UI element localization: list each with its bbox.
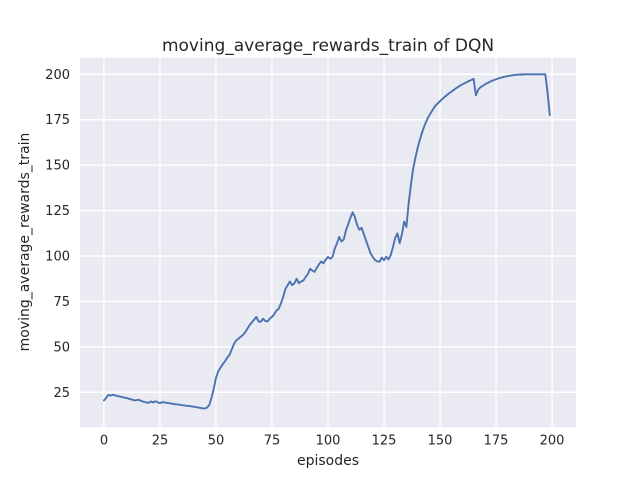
x-tick-label: 200 [540, 434, 565, 449]
reward-line [103, 73, 551, 410]
y-tick-label: 100 [45, 250, 70, 265]
x-tick-label: 150 [428, 434, 453, 449]
x-tick-label: 125 [372, 434, 397, 449]
x-tick-label: 175 [484, 434, 509, 449]
y-tick-label: 150 [45, 159, 70, 174]
y-tick-label: 200 [45, 68, 70, 83]
x-tick-label: 25 [152, 434, 169, 449]
x-tick-label: 50 [208, 434, 225, 449]
y-tick-label: 50 [53, 340, 70, 355]
y-axis-label: moving_average_rewards_train [17, 132, 33, 352]
y-tick-label: 25 [53, 386, 70, 401]
x-tick-label: 75 [264, 434, 281, 449]
data-series [103, 73, 551, 410]
gridlines [80, 57, 576, 428]
y-tick-label: 125 [45, 204, 70, 219]
y-tick-label: 75 [53, 295, 70, 310]
chart-title: moving_average_rewards_train of DQN [161, 36, 495, 56]
tick-labels: 25 50 75 100 125 150 175 200 0 25 50 75 100 125 150 175… [45, 68, 564, 449]
x-tick-label: 0 [100, 434, 108, 449]
y-tick-label: 175 [45, 113, 70, 128]
x-axis-label: episodes [296, 453, 360, 469]
x-tick-label: 100 [316, 434, 341, 449]
